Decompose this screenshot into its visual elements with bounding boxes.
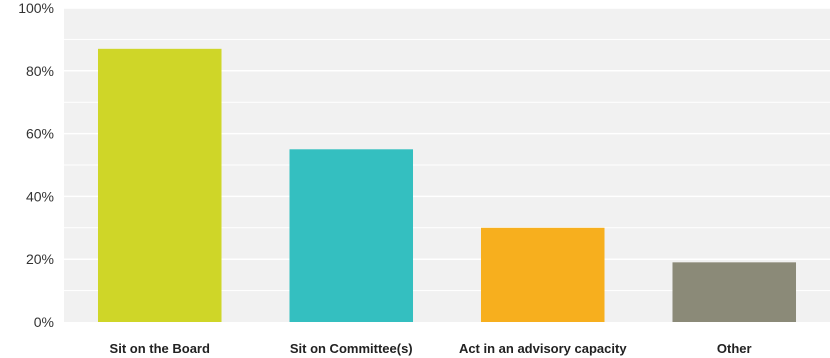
y-tick-label: 80% (26, 63, 54, 79)
bar-other (672, 262, 797, 322)
y-tick-label: 100% (18, 0, 54, 16)
y-tick-label: 40% (26, 188, 54, 204)
y-axis: 0% 20% 40% 60% 80% 100% (18, 0, 54, 330)
x-tick-label: Act in an advisory capacity (459, 341, 627, 356)
y-tick-label: 20% (26, 251, 54, 267)
bars (97, 48, 797, 322)
x-axis: Sit on the Board Sit on Committee(s) Act i… (110, 341, 752, 356)
y-tick-label: 0% (34, 314, 54, 330)
x-tick-label: Sit on the Board (110, 341, 210, 356)
bar-sit-on-the-board (97, 48, 222, 322)
y-tick-label: 60% (26, 126, 54, 142)
x-tick-label: Sit on Committee(s) (290, 341, 413, 356)
bar-act-in-an-advisory-capacity (480, 227, 605, 322)
bar-sit-on-committee-s (289, 149, 414, 322)
x-tick-label: Other (717, 341, 752, 356)
